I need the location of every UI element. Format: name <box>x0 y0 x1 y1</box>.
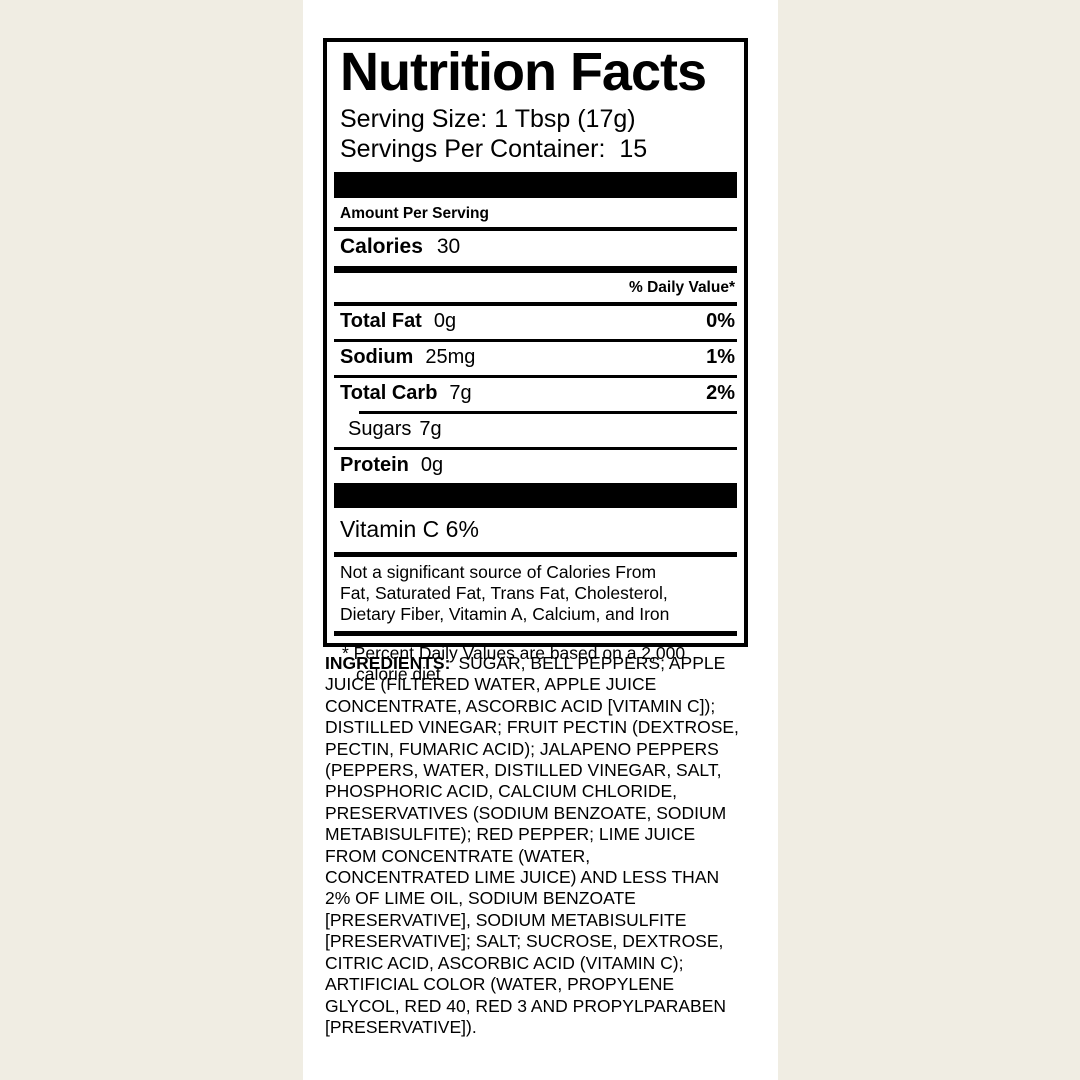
nutrient-daily-value: 2% <box>706 382 735 404</box>
ingredients-label: INGREDIENTS: <box>325 653 451 673</box>
divider-rule <box>334 447 737 450</box>
servings-per-container-label: Servings Per Container: <box>340 135 606 163</box>
divider-rule <box>334 552 737 557</box>
nutrient-row-sugars: Sugars 7g <box>334 414 737 447</box>
divider-rule <box>334 302 737 306</box>
daily-value-footnote: * Percent Daily Values are based on a 2,… <box>342 643 686 684</box>
divider-rule <box>334 227 737 231</box>
nutrition-facts-panel: Nutrition Facts Serving Size: 1 Tbsp (17g… <box>323 38 748 684</box>
divider-rule-indented <box>359 411 737 414</box>
nutrient-row-sodium: Sodium 25mg 1% <box>334 342 737 375</box>
nutrient-amount: 7g <box>419 418 442 440</box>
serving-size-row: Serving Size: 1 Tbsp (17g) <box>334 104 737 134</box>
separator-bar-thick-top <box>334 172 737 198</box>
nutrient-row-total-carb: Total Carb 7g 2% <box>334 378 737 411</box>
serving-info: Serving Size: 1 Tbsp (17g) Servings Per C… <box>334 104 737 164</box>
divider-rule-medium <box>334 266 737 273</box>
nutrient-amount: 0g <box>433 310 457 332</box>
nutrient-amount: 25mg <box>425 346 476 368</box>
nutrient-label: Sugars <box>348 418 412 440</box>
calories-row: Calories 30 <box>334 231 737 266</box>
nutrient-label: Total Carb <box>340 382 438 404</box>
nutrient-amount: 0g <box>420 454 444 476</box>
calories-label: Calories <box>340 235 423 258</box>
not-significant-source-note: Not a significant source of Calories Fro… <box>340 562 670 624</box>
servings-per-container-row: Servings Per Container: 15 <box>334 134 737 164</box>
nutrient-amount: 7g <box>449 382 472 404</box>
servings-per-container-value: 15 <box>619 135 648 163</box>
serving-size-value: 1 Tbsp (17g) <box>494 105 636 133</box>
nutrient-daily-value: 1% <box>706 346 735 368</box>
nutrient-label: Sodium <box>340 346 414 368</box>
divider-rule <box>334 375 737 378</box>
vitamin-c-row: Vitamin C 6% <box>340 516 479 542</box>
calories-value: 30 <box>436 235 461 258</box>
separator-bar-thick-mid <box>334 483 737 508</box>
nutrition-facts-title: Nutrition Facts <box>340 42 707 102</box>
amount-per-serving-heading: Amount Per Serving <box>340 205 489 222</box>
divider-rule <box>334 339 737 342</box>
nutrient-label: Total Fat <box>340 310 422 332</box>
ingredients-list: SUGAR, BELL PEPPERS; APPLE JUICE (FILTER… <box>325 653 739 1037</box>
nutrient-daily-value: 0% <box>706 310 735 332</box>
nutrient-row-total-fat: Total Fat 0g 0% <box>334 306 737 339</box>
nutrient-row-protein: Protein 0g <box>334 450 737 483</box>
ingredients-text: INGREDIENTS: SUGAR, BELL PEPPERS; APPLE J… <box>325 653 773 1038</box>
serving-size-label: Serving Size: <box>340 105 488 133</box>
nutrient-label: Protein <box>340 454 409 476</box>
daily-value-header: % Daily Value* <box>629 279 735 296</box>
divider-rule <box>334 631 737 636</box>
